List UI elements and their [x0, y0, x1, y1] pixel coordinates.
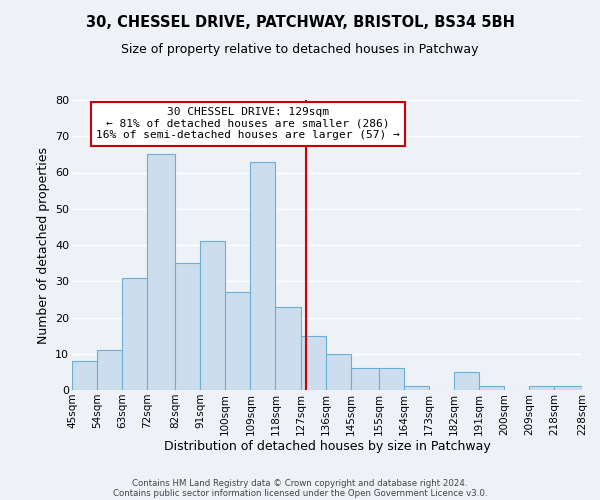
Text: 30, CHESSEL DRIVE, PATCHWAY, BRISTOL, BS34 5BH: 30, CHESSEL DRIVE, PATCHWAY, BRISTOL, BS…	[86, 15, 514, 30]
Bar	[554, 386, 582, 390]
Bar	[350, 368, 379, 390]
Text: Contains HM Land Registry data © Crown copyright and database right 2024.: Contains HM Land Registry data © Crown c…	[132, 478, 468, 488]
Text: Contains public sector information licensed under the Open Government Licence v3: Contains public sector information licen…	[113, 488, 487, 498]
Bar	[454, 372, 479, 390]
Y-axis label: Number of detached properties: Number of detached properties	[37, 146, 50, 344]
Bar	[529, 386, 554, 390]
Bar	[72, 361, 97, 390]
Bar	[225, 292, 250, 390]
Bar	[275, 306, 301, 390]
Bar	[97, 350, 122, 390]
Bar	[147, 154, 175, 390]
Bar	[379, 368, 404, 390]
X-axis label: Distribution of detached houses by size in Patchway: Distribution of detached houses by size …	[164, 440, 490, 454]
Text: 30 CHESSEL DRIVE: 129sqm
← 81% of detached houses are smaller (286)
16% of semi-: 30 CHESSEL DRIVE: 129sqm ← 81% of detach…	[96, 108, 400, 140]
Bar	[250, 162, 275, 390]
Bar	[404, 386, 429, 390]
Bar	[301, 336, 326, 390]
Bar	[175, 263, 200, 390]
Bar	[122, 278, 147, 390]
Bar	[200, 242, 225, 390]
Text: Size of property relative to detached houses in Patchway: Size of property relative to detached ho…	[121, 42, 479, 56]
Bar	[479, 386, 504, 390]
Bar	[326, 354, 350, 390]
